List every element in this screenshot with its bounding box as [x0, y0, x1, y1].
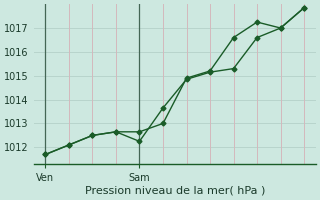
X-axis label: Pression niveau de la mer( hPa ): Pression niveau de la mer( hPa )	[84, 186, 265, 196]
